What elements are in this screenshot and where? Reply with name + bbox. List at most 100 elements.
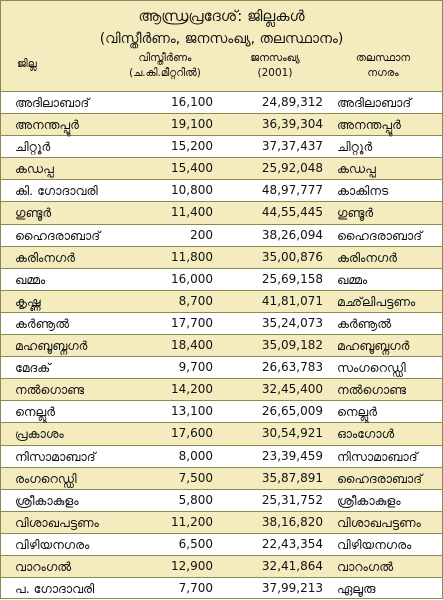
area-cell: 7,500: [178, 470, 213, 485]
column-header-population-year: (2001): [257, 67, 293, 79]
table-row: ഹൈദരാബാദ് 200 38,26,094 ഹൈദരാബാദ്: [1, 225, 442, 247]
capital-cell: സംഗറെഡ്ഡി: [337, 360, 406, 376]
area-cell: 13,100: [171, 404, 213, 419]
population-cell: 32,45,400: [261, 382, 323, 397]
capital-cell: കരിംനഗർ: [337, 249, 398, 265]
capital-cell: നെല്ലൂർ: [337, 404, 377, 420]
area-cell: 16,000: [171, 271, 213, 286]
capital-cell: ഹൈദരാബാദ്: [337, 470, 423, 486]
capital-cell: ഹൈദരാബാദ്: [337, 227, 423, 243]
district-cell: പ്രകാശം: [15, 426, 64, 442]
column-header-area-unit: (ച.കി.മീറ്ററിൽ): [129, 67, 201, 79]
district-cell: കർണൂൽ: [15, 315, 70, 331]
district-cell: ഗുണ്ടൂർ: [15, 205, 52, 221]
area-cell: 17,600: [171, 426, 213, 441]
column-header-capital-label-2: നഗരം: [367, 67, 399, 79]
population-cell: 26,65,009: [261, 404, 323, 419]
population-cell: 35,87,891: [261, 470, 323, 485]
table-row: ശ്രീകാകുളം 5,800 25,31,752 ശ്രീകാകുളം: [1, 490, 442, 512]
area-cell: 15,200: [171, 139, 213, 154]
area-cell: 11,400: [171, 205, 213, 220]
population-cell: 38,16,820: [261, 514, 323, 529]
population-cell: 25,31,752: [261, 492, 323, 507]
area-cell: 10,800: [171, 183, 213, 198]
capital-cell: വിശാഖപട്ടണം: [337, 514, 421, 530]
district-cell: കരിംനഗർ: [15, 249, 76, 265]
area-cell: 8,700: [178, 293, 213, 308]
district-cell: വിശാഖപട്ടണം: [15, 514, 99, 530]
table-row: ഗുണ്ടൂർ 11,400 44,55,445 ഗുണ്ടൂർ: [1, 202, 442, 225]
population-cell: 32,41,864: [261, 558, 323, 573]
area-cell: 7,700: [178, 581, 213, 596]
table-row: പ. ഗോദാവരി 7,700 37,99,213 ഏലൂരു: [1, 578, 442, 600]
table-row: കൃഷ്ണ 8,700 41,81,071 മഛ്‌ലിപട്ടണം: [1, 290, 442, 313]
column-header-district: ജില്ല: [9, 57, 107, 72]
area-cell: 18,400: [171, 338, 213, 353]
population-cell: 25,69,158: [261, 271, 323, 286]
table-row: മേദക് 9,700 26,63,783 സംഗറെഡ്ഡി: [1, 357, 442, 380]
district-cell: വാറംഗൽ: [15, 558, 72, 574]
capital-cell: ഗുണ്ടൂർ: [337, 205, 374, 221]
table-row: അനന്തപ്പൂർ 19,100 36,39,304 അനന്തപ്പൂർ: [1, 114, 442, 137]
population-cell: 35,24,073: [261, 315, 323, 330]
population-cell: 44,55,445: [261, 205, 323, 220]
table-row: മഹബൂബ്നഗർ 18,400 35,09,182 മഹബൂബ്നഗർ: [1, 335, 442, 358]
table-row: ചിറ്റൂർ 15,200 37,37,437 ചിറ്റൂർ: [1, 136, 442, 159]
population-cell: 24,89,312: [261, 95, 323, 109]
table-subtitle: (വിസ്തീർണം, ജനസംഖ്യ, തലസ്ഥാനം): [99, 31, 344, 47]
column-header-area: വിസ്തീർണം (ച.കി.മീറ്ററിൽ): [109, 51, 221, 81]
table-row: കരിംനഗർ 11,800 35,00,876 കരിംനഗർ: [1, 246, 442, 269]
table-row: പ്രകാശം 17,600 30,54,921 ഓംഗോൾ: [1, 423, 442, 446]
table-row: കി. ഗോദാവരി 10,800 48,97,777 കാകിനട: [1, 180, 442, 203]
area-cell: 11,800: [171, 249, 213, 264]
district-cell: വിഴിയനഗരം: [15, 536, 90, 552]
column-header-capital-label: തലസ്ഥാന: [355, 52, 411, 64]
district-cell: മേദക്: [15, 360, 51, 376]
capital-cell: ചിറ്റൂർ: [337, 139, 373, 155]
area-cell: 5,800: [178, 492, 213, 507]
district-cell: അനന്തപ്പൂർ: [15, 117, 79, 133]
table-body: അദിലാബാദ് 16,100 24,89,312 അദിലാബാദ് അനന്തപ്…: [1, 92, 442, 600]
area-cell: 17,700: [171, 315, 213, 330]
area-cell: 14,200: [171, 382, 213, 397]
population-cell: 23,39,459: [261, 448, 323, 463]
table-header: ആന്ധ്രപ്രദേശ്: ജില്ലകൾ (വിസ്തീർണം, ജനസംഖ…: [1, 1, 442, 92]
table-row: ഖമ്മം 16,000 25,69,158 ഖമ്മം: [1, 269, 442, 291]
district-cell: മഹബൂബ്നഗർ: [15, 338, 88, 354]
area-cell: 19,100: [171, 117, 213, 132]
table-row: വിശാഖപട്ടണം 11,200 38,16,820 വിശാഖപട്ടണം: [1, 511, 442, 534]
table-row: രംഗറെഡ്ഡി 7,500 35,87,891 ഹൈദരാബാദ്: [1, 467, 442, 490]
table-row: അദിലാബാദ് 16,100 24,89,312 അദിലാബാദ്: [1, 92, 442, 115]
population-cell: 41,81,071: [261, 293, 323, 308]
capital-cell: നൽഗൊണ്ട: [337, 382, 407, 398]
area-cell: 200: [190, 227, 213, 242]
capital-cell: കർണൂൽ: [337, 315, 392, 331]
district-cell: രംഗറെഡ്ഡി: [15, 470, 77, 486]
district-cell: അദിലാബാദ്: [15, 95, 90, 110]
area-cell: 8,000: [178, 448, 213, 463]
area-cell: 9,700: [178, 360, 213, 375]
capital-cell: ഓംഗോൾ: [337, 426, 395, 442]
district-cell: കി. ഗോദാവരി: [15, 183, 98, 199]
population-cell: 22,43,354: [261, 536, 323, 551]
column-header-population-label: ജനസംഖ്യ: [250, 52, 300, 64]
table-row: നെല്ലൂർ 13,100 26,65,009 നെല്ലൂർ: [1, 401, 442, 424]
table-row: കർണൂൽ 17,700 35,24,073 കർണൂൽ: [1, 313, 442, 336]
district-cell: നൽഗൊണ്ട: [15, 382, 85, 398]
capital-cell: ഏലൂരു: [337, 581, 376, 597]
district-cell: ഹൈദരാബാദ്: [15, 227, 101, 243]
capital-cell: മഹബൂബ്നഗർ: [337, 338, 410, 354]
population-cell: 37,37,437: [261, 139, 323, 154]
population-cell: 35,00,876: [261, 249, 323, 264]
table-row: നൽഗൊണ്ട 14,200 32,45,400 നൽഗൊണ്ട: [1, 379, 442, 402]
table-title: ആന്ധ്രപ്രദേശ്: ജില്ലകൾ: [138, 7, 305, 25]
capital-cell: അദിലാബാദ്: [337, 95, 412, 110]
population-cell: 48,97,777: [261, 183, 323, 198]
district-cell: കൃഷ്ണ: [15, 293, 41, 309]
district-cell: ഖമ്മം: [15, 271, 46, 287]
district-cell: ചിറ്റൂർ: [15, 139, 51, 155]
district-cell: നെല്ലൂർ: [15, 404, 55, 420]
column-header-district-label: ജില്ല: [17, 58, 37, 70]
population-cell: 26,63,783: [261, 360, 323, 375]
